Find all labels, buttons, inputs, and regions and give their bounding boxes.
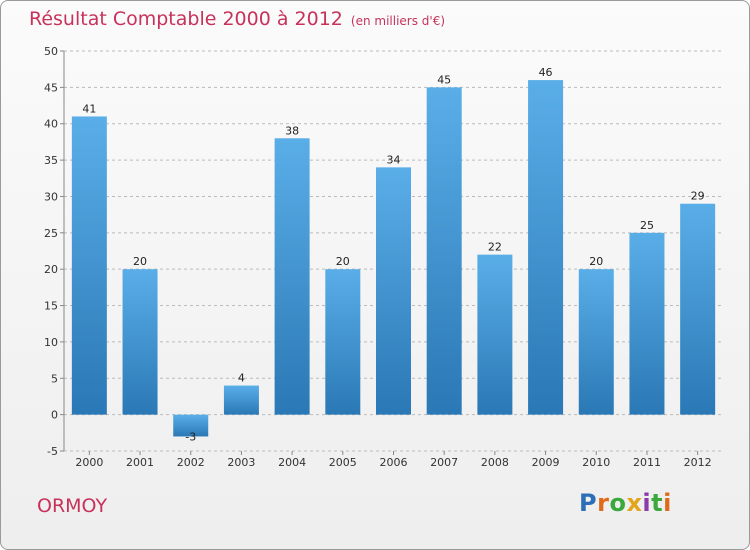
x-tick-label: 2001: [126, 456, 154, 469]
bar: [426, 87, 462, 415]
x-tick-label: 2011: [633, 456, 661, 469]
x-tick-label: 2004: [278, 456, 306, 469]
bar-value-label: 38: [285, 124, 299, 137]
bar-value-label: 20: [336, 255, 350, 268]
bar: [528, 80, 564, 415]
bar: [274, 138, 310, 415]
chart-title: Résultat Comptable 2000 à 2012: [29, 8, 343, 30]
x-tick-label: 2009: [532, 456, 560, 469]
y-tick-label: -5: [47, 445, 58, 458]
logo-letter: t: [651, 489, 664, 517]
y-tick-label: 20: [44, 263, 58, 276]
y-tick-label: 15: [44, 300, 58, 313]
x-tick-label: 2007: [430, 456, 458, 469]
bar-value-label: 22: [488, 241, 502, 254]
x-tick-label: 2002: [177, 456, 205, 469]
bar: [122, 269, 158, 415]
logo-letter: r: [597, 489, 610, 517]
bar-value-label: 45: [437, 73, 451, 86]
logo-letter: o: [609, 489, 627, 517]
logo-letter: i: [663, 489, 672, 517]
x-tick-label: 2010: [582, 456, 610, 469]
bar-value-label: 20: [133, 255, 147, 268]
bar: [376, 167, 411, 415]
bar-value-label: 20: [589, 255, 603, 268]
bar: [477, 254, 513, 415]
place-name: ORMOY: [37, 495, 108, 517]
logo-letter: x: [626, 489, 643, 517]
chart-unit-note: (en milliers d'€): [350, 14, 446, 28]
bar: [629, 232, 665, 415]
y-tick-label: 25: [44, 227, 58, 240]
y-tick-label: 0: [51, 409, 58, 422]
bar: [578, 269, 614, 415]
x-tick-label: 2005: [329, 456, 357, 469]
bar-value-label: 29: [691, 190, 705, 203]
proxiti-logo: Proxiti: [579, 489, 672, 517]
y-tick-label: 40: [44, 118, 58, 131]
bar: [680, 203, 716, 415]
y-tick-label: 5: [51, 372, 58, 385]
y-tick-label: 35: [44, 154, 58, 167]
logo-letter: P: [579, 489, 598, 517]
x-tick-label: 2003: [227, 456, 255, 469]
bar: [173, 414, 209, 437]
y-tick-label: 10: [44, 336, 58, 349]
bar: [71, 116, 107, 415]
bar-value-label: -3: [185, 430, 196, 443]
bar-value-label: 46: [539, 66, 553, 79]
bar: [325, 269, 361, 415]
x-tick-label: 2008: [481, 456, 509, 469]
chart-title-block: Résultat Comptable 2000 à 2012 (en millie…: [29, 8, 445, 30]
bar-value-label: 34: [387, 153, 401, 166]
y-tick-label: 45: [44, 81, 58, 94]
y-tick-label: 50: [44, 45, 58, 58]
bar: [223, 385, 259, 415]
bar-value-label: 4: [238, 372, 245, 385]
logo-letter: i: [642, 489, 652, 517]
x-tick-label: 2006: [380, 456, 408, 469]
x-tick-label: 2000: [75, 456, 103, 469]
x-tick-label: 2012: [684, 456, 712, 469]
y-tick-label: 30: [44, 190, 58, 203]
bar-value-label: 25: [640, 219, 654, 232]
bar-value-label: 41: [82, 102, 96, 115]
